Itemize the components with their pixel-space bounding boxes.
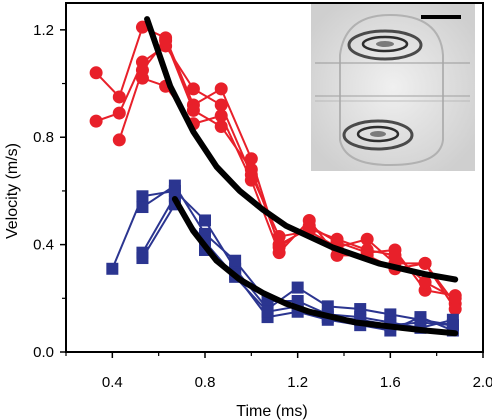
data-point-red <box>214 119 228 133</box>
x-tick-label: 2.0 <box>473 374 492 391</box>
x-tick-label: 0.4 <box>102 374 123 391</box>
inset-droplet-image <box>311 3 475 171</box>
y-tick-label: 1.2 <box>33 22 54 39</box>
data-point-blue <box>136 190 149 203</box>
data-point-red <box>244 173 258 187</box>
data-point-blue <box>106 262 119 275</box>
data-point-blue <box>229 254 242 267</box>
data-point-blue <box>261 305 274 318</box>
data-point-red <box>360 232 374 246</box>
data-point-red <box>186 82 200 96</box>
data-point-red <box>214 82 228 96</box>
data-point-red <box>214 98 228 112</box>
data-point-red <box>89 114 103 128</box>
x-axis-label: Time (ms) <box>236 403 307 420</box>
y-axis-label: Velocity (m/s) <box>4 143 21 239</box>
data-point-red <box>448 291 462 305</box>
data-point-red <box>112 106 126 120</box>
data-point-red <box>214 109 228 123</box>
data-point-blue <box>136 252 149 265</box>
data-point-red <box>330 232 344 246</box>
data-point-red <box>418 256 432 270</box>
y-tick-label: 0.8 <box>33 129 54 146</box>
y-tick-label: 0.4 <box>33 237 54 254</box>
plot-frame <box>65 2 484 353</box>
data-point-red <box>244 152 258 166</box>
x-tick-label: 1.2 <box>287 374 308 391</box>
fit-curve <box>171 195 459 337</box>
x-tick-label: 0.8 <box>195 374 216 391</box>
data-point-red <box>112 90 126 104</box>
data-point-red <box>135 63 149 77</box>
fit-curve <box>144 16 459 283</box>
data-point-red <box>418 275 432 289</box>
data-point-blue <box>291 281 304 294</box>
x-tick-label: 1.6 <box>380 374 401 391</box>
data-point-red <box>448 302 462 316</box>
data-point-blue <box>168 179 181 192</box>
data-point-blue <box>414 316 427 329</box>
data-point-red <box>159 34 173 48</box>
data-point-blue <box>199 214 211 227</box>
data-point-red <box>112 133 126 147</box>
data-point-blue <box>446 319 459 332</box>
data-point-red <box>186 103 200 117</box>
y-tick-label: 0.0 <box>33 344 54 361</box>
data-point-red <box>360 243 374 257</box>
data-point-red <box>272 238 286 252</box>
data-point-red <box>388 248 402 262</box>
data-point-red <box>244 162 258 176</box>
data-point-red <box>89 66 103 80</box>
data-point-blue <box>136 201 149 214</box>
scale-bar <box>421 15 461 19</box>
